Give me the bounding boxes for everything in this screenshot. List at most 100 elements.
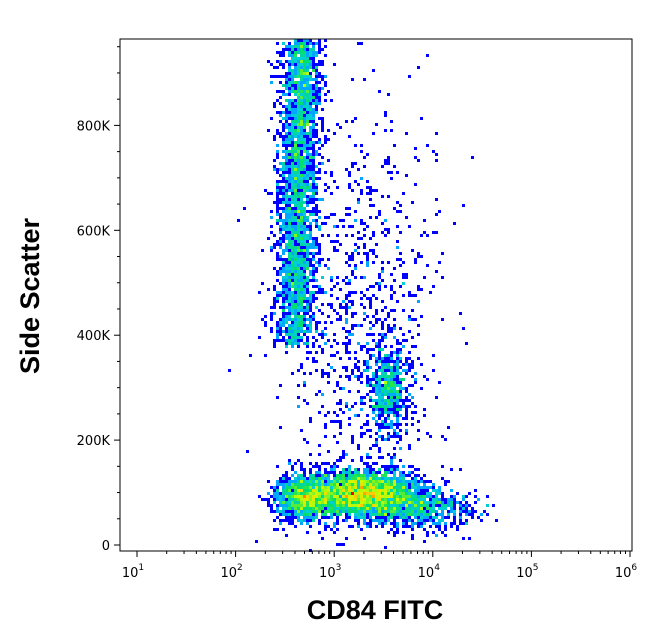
density-point <box>318 288 321 291</box>
density-point <box>300 303 303 306</box>
density-point <box>306 234 309 237</box>
density-point <box>312 192 315 195</box>
density-point <box>384 402 387 405</box>
density-point <box>303 75 306 78</box>
density-point <box>372 132 375 135</box>
density-point <box>399 390 402 393</box>
density-point <box>306 264 309 267</box>
density-point <box>279 498 282 501</box>
density-point <box>279 246 282 249</box>
density-point <box>291 282 294 285</box>
density-point <box>366 489 369 492</box>
density-point <box>417 66 420 69</box>
density-point <box>390 384 393 387</box>
density-point <box>426 513 429 516</box>
density-point <box>315 192 318 195</box>
density-point <box>396 486 399 489</box>
density-point <box>369 390 372 393</box>
density-point <box>324 474 327 477</box>
density-point <box>309 222 312 225</box>
density-point <box>405 501 408 504</box>
density-point <box>348 489 351 492</box>
density-point <box>375 495 378 498</box>
density-point <box>330 465 333 468</box>
density-point <box>351 495 354 498</box>
density-point <box>291 207 294 210</box>
density-point <box>357 183 360 186</box>
density-point <box>318 531 321 534</box>
density-point <box>390 372 393 375</box>
density-point <box>363 507 366 510</box>
density-point <box>360 516 363 519</box>
density-point <box>285 93 288 96</box>
density-point <box>345 168 348 171</box>
density-point <box>420 525 423 528</box>
density-point <box>393 165 396 168</box>
density-point <box>312 336 315 339</box>
density-point <box>306 519 309 522</box>
density-point <box>345 294 348 297</box>
density-point <box>333 285 336 288</box>
density-point <box>297 288 300 291</box>
density-point <box>291 54 294 57</box>
density-point <box>354 219 357 222</box>
density-point <box>318 171 321 174</box>
density-point <box>276 66 279 69</box>
density-point <box>399 393 402 396</box>
density-point <box>279 189 282 192</box>
density-point <box>366 525 369 528</box>
density-point <box>306 516 309 519</box>
density-point <box>282 138 285 141</box>
density-point <box>375 504 378 507</box>
density-point <box>402 387 405 390</box>
density-point <box>285 213 288 216</box>
density-point <box>342 327 345 330</box>
density-point <box>351 441 354 444</box>
density-point <box>321 120 324 123</box>
density-point <box>390 468 393 471</box>
density-point <box>303 234 306 237</box>
density-point <box>279 501 282 504</box>
density-point <box>390 504 393 507</box>
density-point <box>369 366 372 369</box>
density-point <box>294 57 297 60</box>
density-point <box>411 402 414 405</box>
density-point <box>420 117 423 120</box>
density-point <box>357 414 360 417</box>
density-point <box>450 501 453 504</box>
density-point <box>336 516 339 519</box>
density-point <box>435 525 438 528</box>
density-point <box>297 285 300 288</box>
density-point <box>384 366 387 369</box>
density-point <box>312 480 315 483</box>
density-point <box>285 312 288 315</box>
density-point <box>378 333 381 336</box>
density-point <box>393 336 396 339</box>
density-point <box>288 249 291 252</box>
density-point <box>291 114 294 117</box>
density-point <box>414 492 417 495</box>
density-point <box>339 459 342 462</box>
density-point <box>354 474 357 477</box>
density-point <box>357 495 360 498</box>
density-point <box>414 183 417 186</box>
density-point <box>303 330 306 333</box>
density-point <box>381 366 384 369</box>
density-point <box>468 537 471 540</box>
density-point <box>291 252 294 255</box>
density-point <box>390 411 393 414</box>
density-point <box>309 525 312 528</box>
density-point <box>276 489 279 492</box>
density-point <box>291 72 294 75</box>
density-point <box>297 135 300 138</box>
density-point <box>390 489 393 492</box>
density-point <box>273 303 276 306</box>
density-point <box>423 498 426 501</box>
density-point <box>228 369 231 372</box>
density-point <box>273 528 276 531</box>
density-point <box>294 105 297 108</box>
density-point <box>420 315 423 318</box>
density-point <box>312 513 315 516</box>
density-point <box>315 252 318 255</box>
density-point <box>366 315 369 318</box>
